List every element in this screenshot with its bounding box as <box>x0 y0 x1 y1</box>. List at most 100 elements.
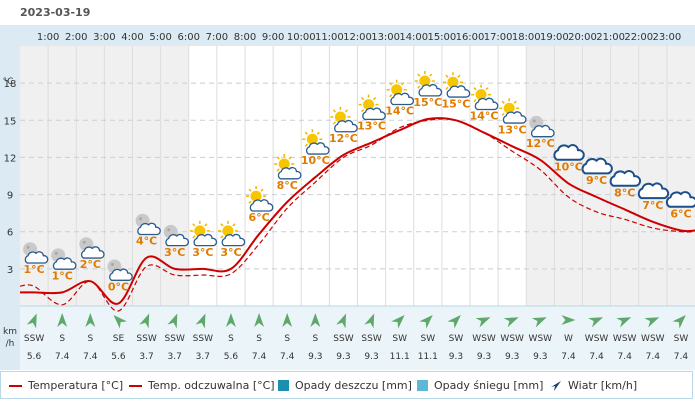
legend-feels-like-swatch <box>129 384 142 387</box>
hour-tick-label: 6:00 <box>178 32 200 43</box>
wind-speed-label: 9.3 <box>449 352 463 362</box>
sun-ray <box>232 223 236 227</box>
temperature-label: 7°C <box>642 199 663 212</box>
temperature-label: 10°C <box>554 160 583 173</box>
wind-speed-label: 9.3 <box>336 352 350 362</box>
wind-direction-label: WSW <box>500 334 524 344</box>
wind-speed-label: 7.4 <box>674 352 689 362</box>
wind-arrow-icon <box>26 313 37 329</box>
wind-unit-label: km <box>3 327 17 337</box>
temperature-label: 12°C <box>526 137 555 150</box>
hour-tick-label: 3:00 <box>93 32 115 43</box>
wind-speed-label: 9.3 <box>308 352 322 362</box>
legend-wind: Wiatr [km/h] <box>550 379 637 392</box>
sun-ray <box>304 143 308 147</box>
wind-arrow-icon <box>419 315 433 329</box>
temperature-label: 8°C <box>277 179 298 192</box>
wind-speed-label: 3.7 <box>168 352 182 362</box>
cloud-icon <box>553 144 585 161</box>
y-tick-label: 9 <box>7 191 13 202</box>
moon-crater <box>532 119 536 123</box>
wind-direction-label: SSW <box>165 334 185 344</box>
legend-rain-label: Opady deszczu [mm] <box>295 379 412 392</box>
sun-ray <box>389 82 393 86</box>
axes: 1:00 2:00 3:00 4:00 5:00 6:00 7:00 8:00 9:00 10:0… <box>0 25 695 370</box>
temperature-label: 1°C <box>52 269 73 282</box>
cloud-icon <box>581 157 613 175</box>
sun-cloud-icon <box>274 154 302 180</box>
wind-direction-label: S <box>256 334 262 344</box>
sun-ray <box>344 109 349 113</box>
wind-arrow-icon <box>364 313 375 329</box>
wind-arrow-icon <box>644 317 660 328</box>
wind-speed-label: 11.1 <box>390 352 410 362</box>
sun-ray <box>220 223 224 227</box>
wind-arrow-shape <box>447 315 461 329</box>
wind-direction-label: SW <box>674 334 689 344</box>
sun-disc <box>306 133 318 145</box>
cloud-shape <box>609 170 642 187</box>
hour-tick-label: 7:00 <box>206 32 228 43</box>
wind-arrow-icon <box>391 315 405 329</box>
temperature-label: 6°C <box>248 211 269 224</box>
wind-arrow-shape <box>588 317 604 328</box>
sun-cloud-icon <box>302 129 330 155</box>
wind-speed-label: 7.4 <box>83 352 98 362</box>
moon-cloud-icon <box>23 242 49 264</box>
temperature-label: 15°C <box>441 97 470 110</box>
y-tick-label: 12 <box>4 153 17 164</box>
wind-arrow-shape <box>113 315 127 329</box>
wind-direction-label: SSW <box>136 334 156 344</box>
legend-snow: Opady śniegu [mm] <box>417 379 543 392</box>
moon-crater <box>110 263 114 267</box>
hour-tick-label: 23:00 <box>652 32 681 43</box>
sun-ray <box>248 188 252 192</box>
wind-arrow-shape <box>616 317 632 328</box>
legend: Temperatura [°C] Temp. odczuwalna [°C] O… <box>0 371 693 399</box>
wind-row: SSW5.6S7.4S7.4SE5.6SSW3.7SSW3.7SSW3.7S5.… <box>24 313 689 362</box>
cloud-shape <box>221 233 246 247</box>
hour-tick-label: 20:00 <box>568 32 597 43</box>
sun-disc <box>503 102 515 114</box>
temperature-label: 3°C <box>164 246 185 259</box>
sun-ray <box>513 100 517 104</box>
sun-ray <box>389 94 393 98</box>
wind-direction-label: S <box>312 334 318 344</box>
legend-feels-like: Temp. odczuwalna [°C] <box>129 379 275 392</box>
wind-speed-label: 7.4 <box>252 352 267 362</box>
hour-tick-label: 21:00 <box>596 32 625 43</box>
sun-ray <box>360 108 365 113</box>
sun-ray <box>473 99 477 103</box>
temperature-labels: 1°C 1°C2°C0°C4°C3°C 3°C 3°C6°C8°C10°C12°C13… <box>23 96 691 293</box>
feels-like-line <box>19 118 695 312</box>
wind-arrow-icon <box>282 313 293 327</box>
wind-arrow-icon <box>531 317 547 328</box>
hour-tick-label: 11:00 <box>315 32 344 43</box>
temperature-label: 6°C <box>670 207 691 220</box>
wind-arrow-shape <box>85 313 96 327</box>
sun-ray <box>501 100 505 104</box>
wind-speed-label: 7.4 <box>618 352 633 362</box>
wind-speed-label: 7.4 <box>280 352 295 362</box>
wind-direction-label: WSW <box>529 334 553 344</box>
wind-arrow-icon <box>551 380 561 391</box>
sun-ray <box>332 109 337 113</box>
wind-arrow-icon <box>113 315 127 329</box>
cloud-shape <box>530 124 555 138</box>
wind-arrow-shape <box>364 313 375 329</box>
temperature-label: 8°C <box>614 186 635 199</box>
wind-direction-label: WSW <box>613 334 637 344</box>
temperature-label: 3°C <box>192 246 213 259</box>
hour-tick-label: 4:00 <box>121 32 143 43</box>
wind-speed-label: 7.4 <box>55 352 70 362</box>
wind-direction-label: SW <box>449 334 464 344</box>
legend-feels-like-label: Temp. odczuwalna [°C] <box>148 379 275 392</box>
sun-ray <box>276 156 280 160</box>
sun-disc <box>222 225 234 237</box>
wind-direction-label: SSW <box>193 334 213 344</box>
cloud-shape <box>137 222 161 236</box>
wind-direction-label: SW <box>421 334 436 344</box>
sun-ray <box>204 223 208 227</box>
wind-speed-label: 7.4 <box>646 352 661 362</box>
wind-speed-label: 5.6 <box>224 352 239 362</box>
